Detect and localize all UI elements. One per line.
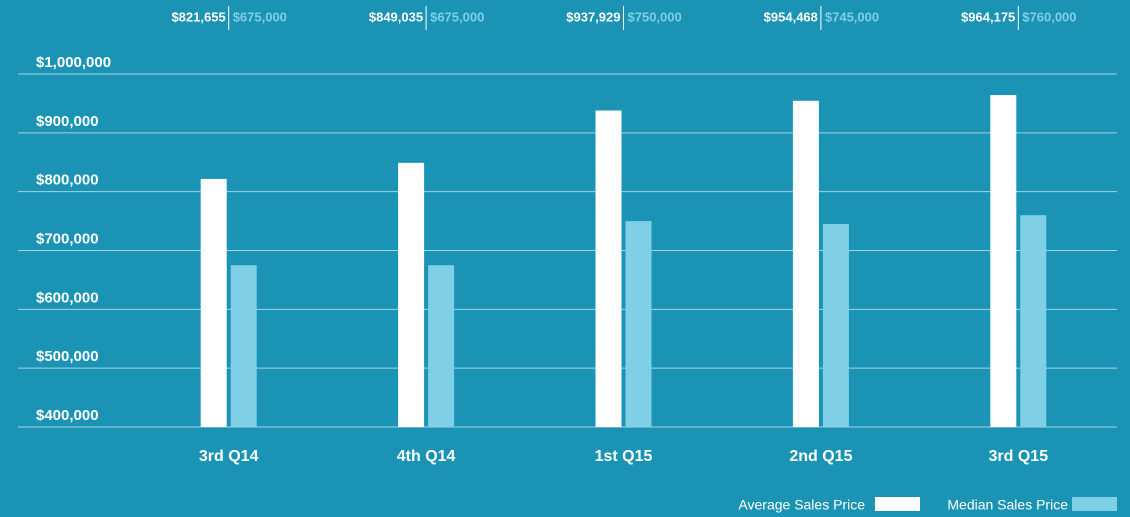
y-tick-label: $1,000,000: [36, 54, 111, 71]
value-label: $745,000: [825, 9, 879, 24]
bar: [428, 265, 455, 427]
y-tick-label: $900,000: [36, 113, 99, 130]
bar: [822, 224, 849, 427]
y-tick-label: $500,000: [36, 348, 99, 365]
bar: [990, 95, 1017, 428]
bar: [595, 110, 622, 428]
value-label: $821,655: [171, 9, 225, 24]
value-label: $849,035: [369, 9, 423, 24]
legend-label: Average Sales Price: [738, 497, 865, 513]
value-label: $954,468: [764, 9, 818, 24]
y-tick-label: $600,000: [36, 289, 99, 306]
y-tick-label: $800,000: [36, 172, 99, 189]
x-tick-label: 3rd Q15: [989, 448, 1049, 465]
x-tick-label: 3rd Q14: [199, 448, 259, 465]
value-label: $937,929: [566, 9, 620, 24]
bar: [398, 162, 425, 427]
bar: [230, 265, 257, 427]
bar: [792, 100, 819, 427]
legend-label: Median Sales Price: [947, 497, 1068, 513]
x-tick-label: 1st Q15: [595, 448, 653, 465]
y-tick-label: $700,000: [36, 230, 99, 247]
legend-swatch: [875, 497, 920, 511]
value-label: $750,000: [628, 9, 682, 24]
x-tick-label: 2nd Q15: [789, 448, 852, 465]
legend-swatch: [1072, 497, 1117, 511]
value-label: $760,000: [1022, 9, 1076, 24]
y-tick-label: $400,000: [36, 407, 99, 424]
bar: [200, 178, 227, 427]
bar: [625, 221, 652, 427]
value-label: $675,000: [430, 9, 484, 24]
value-label: $964,175: [961, 9, 1015, 24]
x-tick-label: 4th Q14: [397, 448, 456, 465]
bar: [1020, 215, 1047, 427]
value-label: $675,000: [233, 9, 287, 24]
